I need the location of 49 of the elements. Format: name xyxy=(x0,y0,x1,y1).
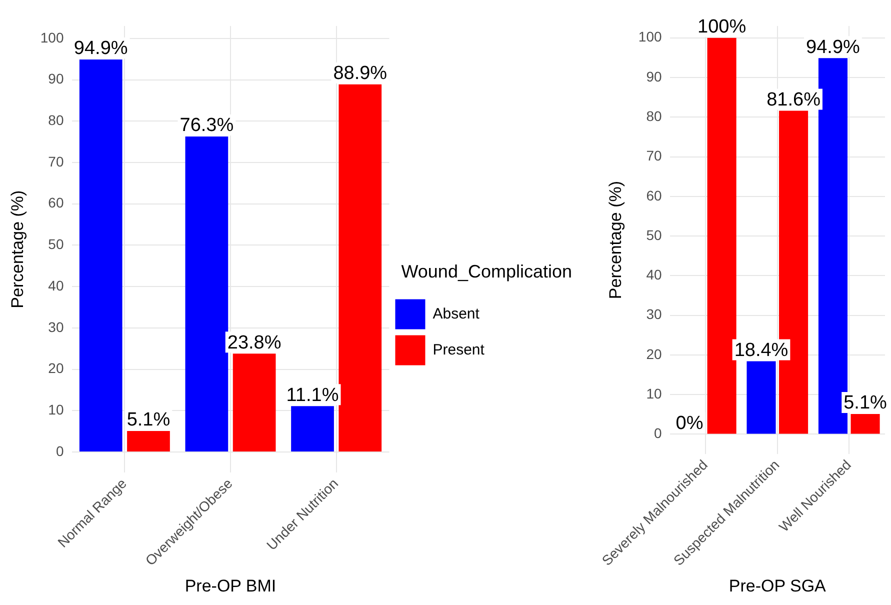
data-label: 18.4% xyxy=(734,340,788,362)
y-tick-label: 90 xyxy=(48,70,64,87)
data-label: 5.1% xyxy=(844,392,888,414)
y-tick-label: 0 xyxy=(56,442,64,459)
y-tick-label: 60 xyxy=(48,194,64,211)
x-axis-title: Pre-OP BMI xyxy=(184,576,276,596)
data-label: 94.9% xyxy=(806,36,860,58)
data-label: 76.3% xyxy=(180,115,234,136)
y-tick-label: 30 xyxy=(48,318,64,335)
y-tick-label: 80 xyxy=(48,112,64,128)
y-axis-title: Percentage (%) xyxy=(606,180,625,300)
data-label: 94.9% xyxy=(74,38,128,60)
y-tick-label: 10 xyxy=(48,402,64,418)
data-label: 11.1% xyxy=(286,384,339,406)
data-label: 88.9% xyxy=(333,63,388,84)
bar xyxy=(79,60,122,452)
data-label: 100% xyxy=(697,16,746,38)
y-tick-label: 80 xyxy=(646,108,662,124)
legend-label: Present xyxy=(432,341,486,358)
bar xyxy=(338,84,382,452)
y-tick-label: 50 xyxy=(48,236,64,252)
y-tick-label: 10 xyxy=(646,385,662,402)
data-label: 23.8% xyxy=(227,332,282,354)
y-tick-label: 70 xyxy=(48,153,64,170)
bar xyxy=(746,361,776,434)
bar xyxy=(185,136,228,452)
data-label: 81.6% xyxy=(766,90,821,111)
bar xyxy=(707,38,736,434)
data-label: 0% xyxy=(676,412,704,434)
bar xyxy=(232,354,276,452)
y-tick-label: 40 xyxy=(646,266,662,283)
y-tick-label: 20 xyxy=(646,346,662,362)
y-tick-label: 90 xyxy=(646,68,662,84)
y-tick-label: 100 xyxy=(40,29,64,46)
y-tick-label: 100 xyxy=(638,28,662,45)
y-axis-title: Percentage (%) xyxy=(8,190,27,308)
y-tick-label: 20 xyxy=(48,360,64,376)
legend-title: Wound_Complication xyxy=(401,262,572,282)
data-label: 5.1% xyxy=(126,410,170,431)
y-tick-label: 70 xyxy=(646,148,662,164)
bar xyxy=(127,430,170,452)
y-tick-label: 40 xyxy=(48,277,64,294)
y-tick-label: 0 xyxy=(654,425,662,442)
bar xyxy=(291,406,334,452)
legend-label: Absent xyxy=(432,305,480,322)
x-axis-title: Pre-OP SGA xyxy=(728,576,827,596)
y-tick-label: 50 xyxy=(646,226,662,243)
y-tick-label: 60 xyxy=(646,187,662,204)
y-tick-label: 30 xyxy=(646,306,662,322)
